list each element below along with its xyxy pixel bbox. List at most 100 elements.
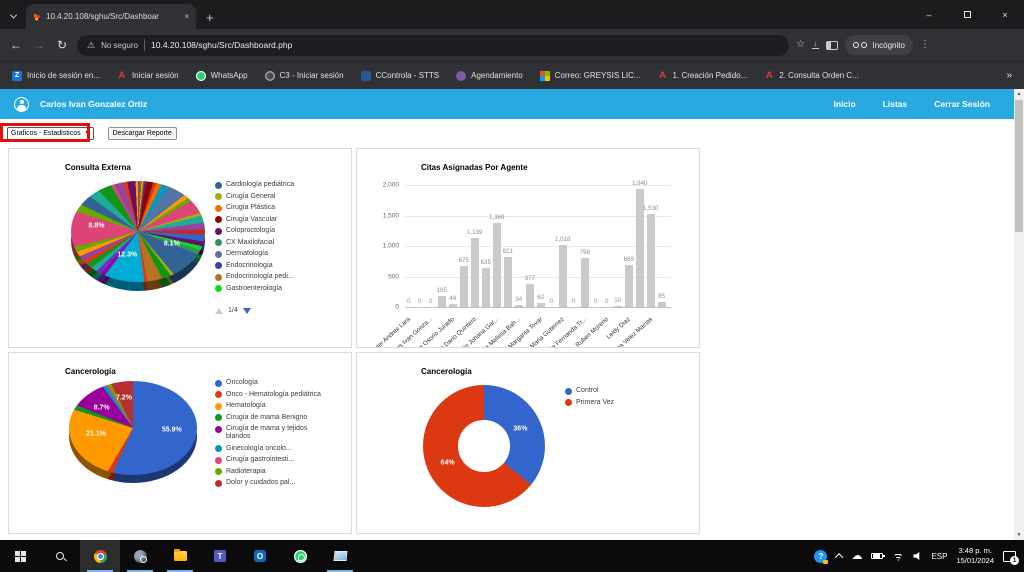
taskbar-app-search-app[interactable] <box>120 540 160 572</box>
taskbar-clock[interactable]: 3:48 p. m. 15/01/2024 <box>956 546 994 567</box>
tab-close-icon[interactable]: × <box>184 12 189 21</box>
bar-value-label: 798 <box>579 249 590 257</box>
legend-item: Cirugía de mama Benigno <box>215 414 323 422</box>
start-button[interactable] <box>0 540 40 572</box>
page-scrollbar[interactable]: ▲ ▼ <box>1014 89 1024 540</box>
downloads-icon[interactable]: ↓ <box>811 38 819 50</box>
ms-squares-favicon-icon <box>539 70 550 81</box>
app-nav-link-inicio[interactable]: Inicio <box>833 99 856 109</box>
forward-button[interactable]: → <box>33 38 45 52</box>
window-controls: – × <box>910 0 1024 29</box>
legend-dot-icon <box>215 468 222 476</box>
legend-item: Primera Vez <box>565 399 614 407</box>
browser-tab[interactable]: 10.4.20.108/sghu/Src/Dashboar × <box>26 4 196 29</box>
bar <box>581 258 589 307</box>
laptop-app-icon <box>332 551 348 561</box>
user-name: Carlos Ivan Gonzalez Ortiz <box>40 99 148 109</box>
search-icon <box>56 552 64 560</box>
back-button[interactable]: ← <box>10 38 22 52</box>
bar <box>537 303 545 307</box>
report-controls: Graficos - Estadisticos ▼ Descargar Repo… <box>0 119 1024 148</box>
bar <box>471 237 479 307</box>
battery-icon[interactable] <box>871 552 885 560</box>
scrollbar-up-icon[interactable]: ▲ <box>1016 91 1022 97</box>
app-nav-link-listas[interactable]: Listas <box>882 99 908 109</box>
chart-title: Cancerología <box>65 367 116 376</box>
not-secure-warning-icon: ⚠ <box>87 39 96 50</box>
address-bar[interactable]: ⚠ No seguro 10.4.20.108/sghu/Src/Dashboa… <box>77 34 789 56</box>
chart-title: Citas Asignadas Por Agente <box>421 163 528 172</box>
bar-value-label: 377 <box>524 275 535 282</box>
legend-prev-icon[interactable] <box>215 307 223 314</box>
browser-toolbar: ← → ↻ ⚠ No seguro 10.4.20.108/sghu/Src/D… <box>0 29 1024 61</box>
app-nav-link-cerrar-sesión[interactable]: Cerrar Sesión <box>934 99 990 109</box>
whatsapp-favicon-icon <box>195 70 206 81</box>
bookmark-item[interactable]: WhatsApp <box>195 70 248 81</box>
bar <box>427 307 435 308</box>
legend-item: Coloproctología <box>215 227 294 235</box>
bookmark-label: Agendamiento <box>471 71 523 80</box>
bar-value-label: 0 <box>407 298 411 305</box>
bar <box>438 295 446 307</box>
c3-favicon-icon <box>264 70 275 81</box>
bar-value-label: 0 <box>605 298 609 305</box>
taskbar-app-whatsapp[interactable] <box>280 540 320 572</box>
app-nav: Inicio Listas Cerrar Sesión <box>833 99 990 109</box>
taskbar-app-laptop-app[interactable] <box>320 540 360 572</box>
taskbar-app-teams[interactable]: T <box>200 540 240 572</box>
bar <box>636 188 644 307</box>
help-tray-icon[interactable]: ? <box>814 549 829 564</box>
bar <box>493 223 501 307</box>
taskbar-app-outlook[interactable]: O <box>240 540 280 572</box>
scrollbar-down-icon[interactable]: ▼ <box>1016 532 1022 538</box>
bookmark-star-icon[interactable]: ☆ <box>796 39 805 50</box>
new-tab-button[interactable]: + <box>206 10 214 25</box>
bookmark-item[interactable]: CControla - STTS <box>360 70 439 81</box>
bookmark-item[interactable]: Z Inicio de sesión en... <box>12 70 100 81</box>
bookmarks-overflow-icon[interactable]: » <box>1006 70 1012 81</box>
pie-slice-label: 36% <box>513 425 528 433</box>
legend-label: Ginecología oncolo... <box>226 444 292 452</box>
browser-menu-icon[interactable]: ⋮ <box>919 39 930 50</box>
reload-button[interactable]: ↻ <box>56 38 68 52</box>
download-report-button[interactable]: Descargar Reporte <box>107 127 177 140</box>
bookmark-item[interactable]: A 1. Creación Pedido... <box>658 70 747 81</box>
legend-next-icon[interactable] <box>242 307 251 314</box>
chart-title: Cancerología <box>421 367 472 376</box>
onedrive-cloud-icon[interactable]: ☁ <box>851 549 863 562</box>
action-center-icon[interactable]: 1 <box>1003 550 1019 565</box>
donut-chart: 36% 64% <box>423 385 545 507</box>
scrollbar-thumb[interactable] <box>1015 100 1023 232</box>
taskbar-app-file-explorer[interactable] <box>160 540 200 572</box>
language-indicator[interactable]: ESP <box>931 551 948 561</box>
legend-dot-icon <box>215 445 222 453</box>
volume-icon[interactable] <box>913 551 920 561</box>
tray-expand-icon[interactable] <box>835 553 844 562</box>
bookmark-item[interactable]: C3 - Iniciar sesión <box>264 70 344 81</box>
legend-item: Endocrinología pedi... <box>215 273 294 281</box>
bookmark-item[interactable]: A Iniciar sesión <box>117 70 179 81</box>
taskbar-search-button[interactable] <box>40 540 80 572</box>
bookmark-item[interactable]: Agendamiento <box>456 70 523 81</box>
window-restore-button[interactable] <box>948 0 986 29</box>
incognito-label: Incógnito <box>872 40 905 50</box>
a-red-favicon-icon: A <box>765 70 773 81</box>
tab-search-button[interactable] <box>0 3 26 29</box>
bookmark-item[interactable]: Correo: GREYSIS LIC... <box>539 70 641 81</box>
bar-value-label: 0 <box>572 298 576 305</box>
side-panel-icon[interactable] <box>825 40 838 50</box>
taskbar-app-chrome[interactable] <box>80 540 120 572</box>
window-minimize-button[interactable]: – <box>926 9 932 20</box>
legend-item: Ginecología oncolo... <box>215 445 323 453</box>
bar-value-label: 10 <box>614 297 622 305</box>
bar-value-label: 0 <box>429 298 433 305</box>
wifi-icon[interactable] <box>892 551 905 561</box>
bookmark-item[interactable]: A 2. Consulta Orden C... <box>764 70 859 81</box>
x-axis-baseline <box>405 307 671 308</box>
incognito-glasses-icon <box>853 42 868 49</box>
bookmarks-bar: Z Inicio de sesión en... A Iniciar sesión Wh… <box>0 61 1024 89</box>
legend-label: Cirugía Plástica <box>226 204 276 212</box>
page-content: Carlos Ivan Gonzalez Ortiz Inicio Listas C… <box>0 89 1024 540</box>
window-close-button[interactable]: × <box>1002 9 1008 20</box>
legend-item: Cirugía de mama y tejidos blandos <box>215 425 323 441</box>
